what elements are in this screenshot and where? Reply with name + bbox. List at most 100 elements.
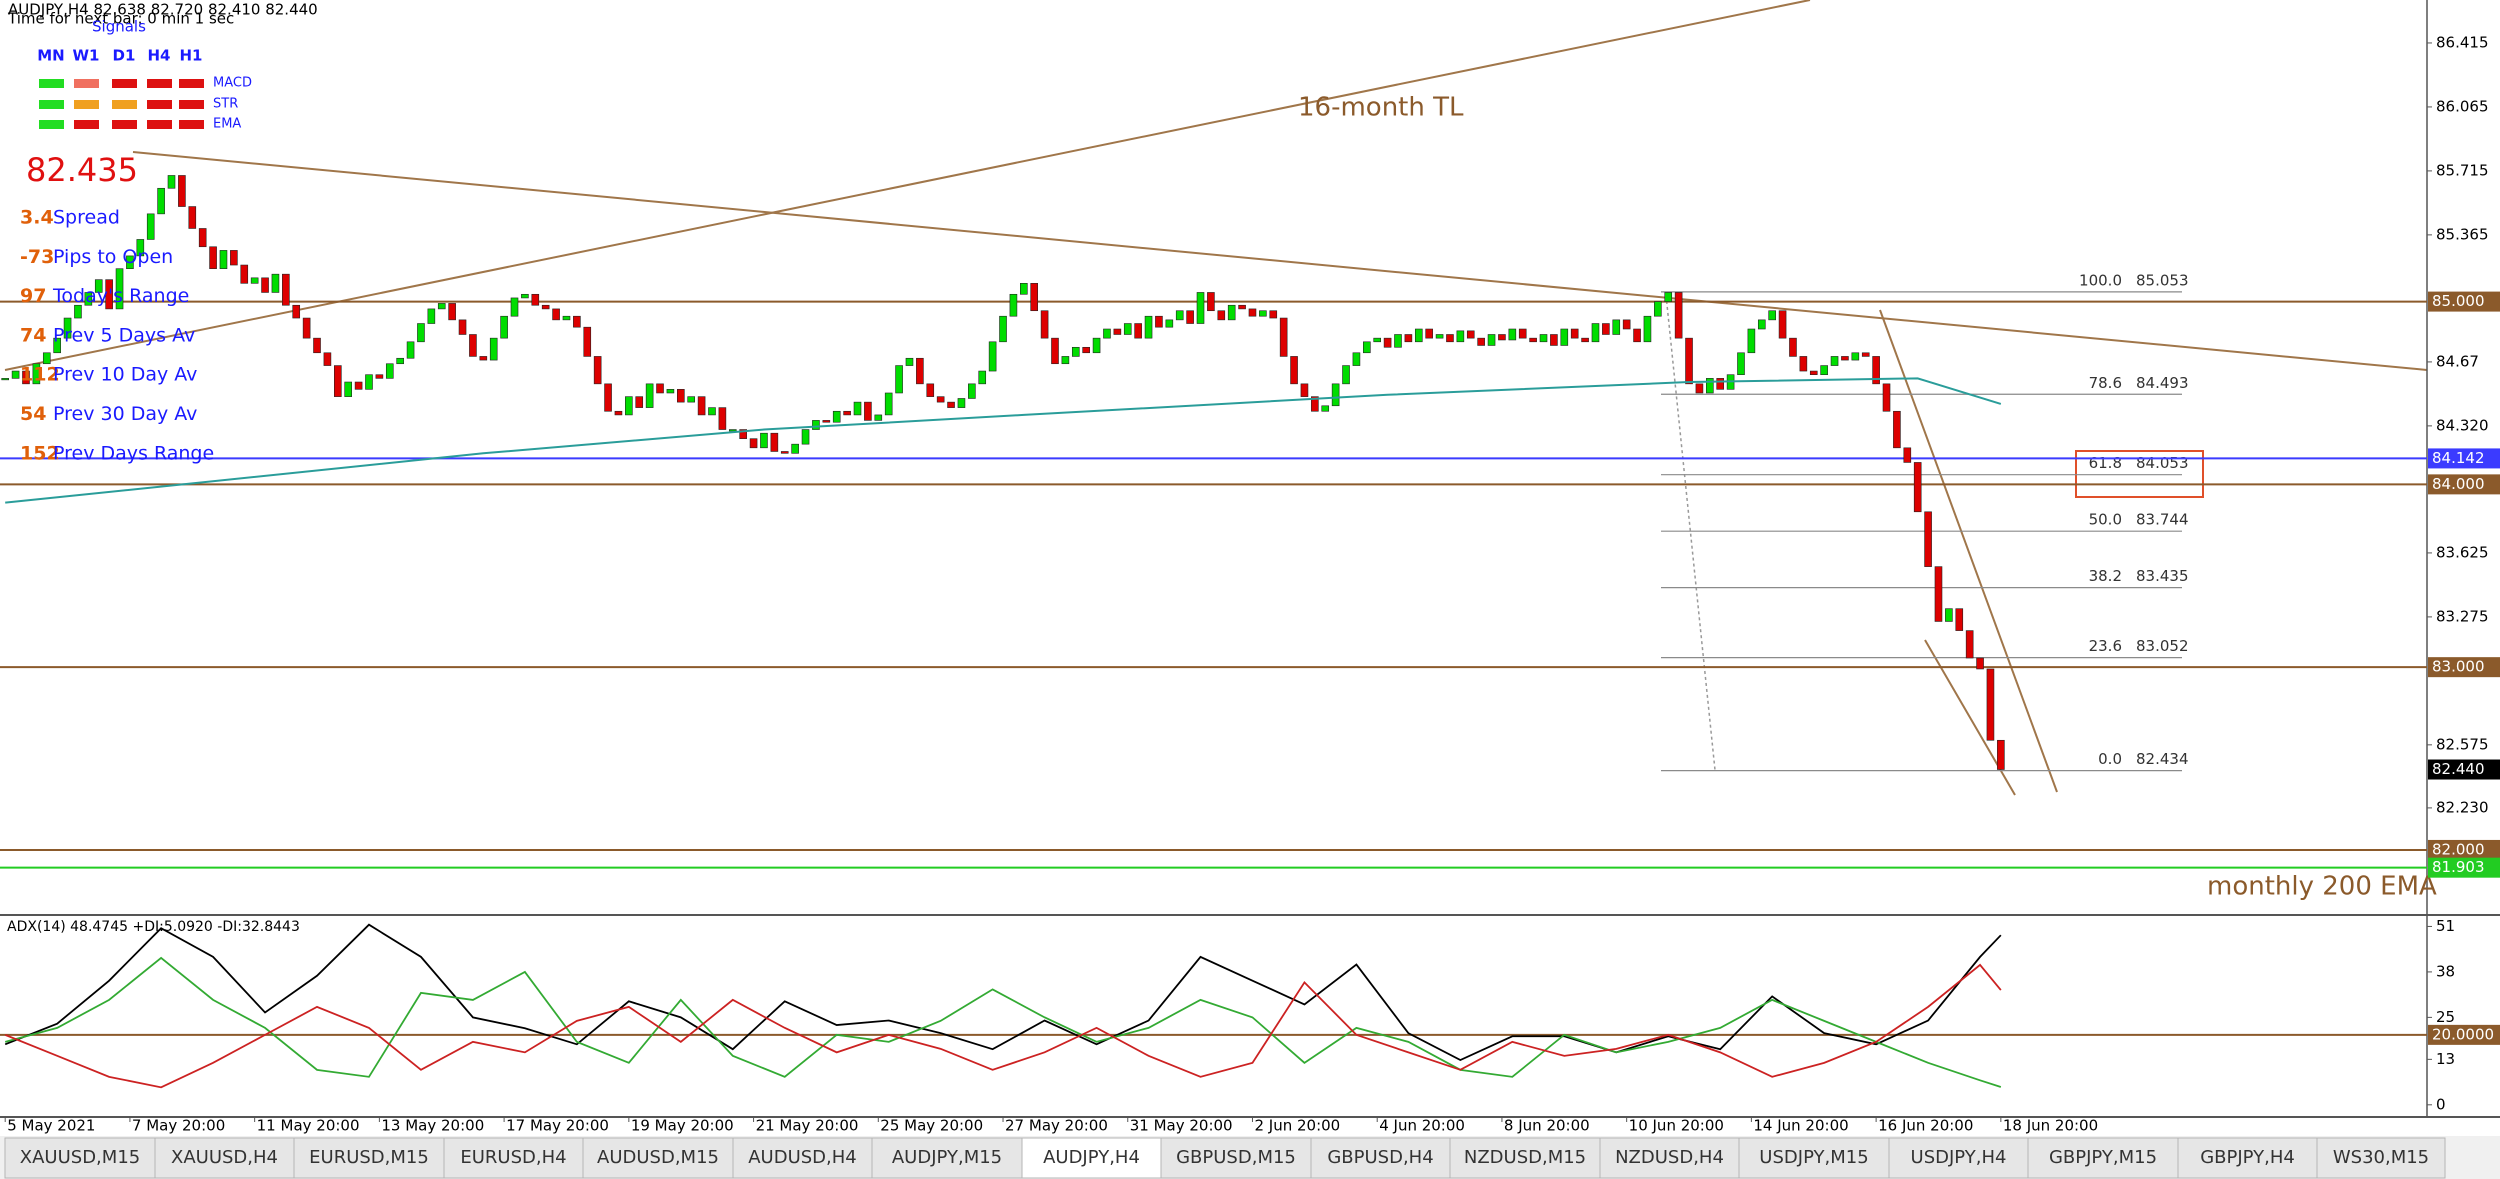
tab-label[interactable]: XAUUSD,M15 [20, 1147, 140, 1168]
candle [1768, 310, 1776, 321]
tab[interactable] [732, 1137, 873, 1179]
candle [1269, 310, 1278, 319]
candle [406, 341, 415, 359]
tab[interactable] [1310, 1137, 1451, 1179]
candle [1020, 283, 1028, 295]
tab[interactable] [2027, 1137, 2179, 1179]
candle [1778, 310, 1787, 339]
tab[interactable] [293, 1137, 445, 1179]
signal-cell [74, 120, 99, 129]
stat-value: -73 [20, 246, 54, 268]
x-tick-label: 5 May 2021 [7, 1117, 95, 1135]
stat-value: 112 [20, 364, 60, 386]
tab-label[interactable]: USDJPY,M15 [1759, 1147, 1868, 1168]
candle [593, 356, 602, 385]
candle [292, 304, 301, 319]
candle [1809, 370, 1818, 376]
annotation: monthly 200 EMA [2207, 872, 2437, 902]
tab[interactable] [2177, 1137, 2318, 1179]
candle [1633, 328, 1641, 343]
candle [895, 365, 903, 394]
candle [1404, 334, 1413, 343]
candle [302, 317, 311, 339]
candle [458, 319, 467, 335]
signal-cell [112, 120, 137, 129]
tab[interactable] [154, 1137, 295, 1179]
candle [760, 432, 768, 449]
candle [1706, 378, 1714, 394]
tab-label[interactable]: EURUSD,M15 [309, 1147, 429, 1168]
tab-label[interactable]: AUDUSD,M15 [597, 1147, 719, 1168]
candle [1352, 352, 1361, 366]
candle [1550, 334, 1558, 346]
stat-value: 3.4 [20, 207, 54, 229]
candle [728, 429, 737, 432]
fib-price: 83.744 [2136, 511, 2189, 529]
tab-label[interactable]: AUDJPY,H4 [1043, 1147, 1140, 1168]
candle [916, 357, 924, 385]
candle [1363, 341, 1371, 354]
candle [1425, 328, 1433, 339]
signal-cell [74, 79, 99, 88]
candle [645, 383, 654, 408]
fib-ratio: 38.2 [2089, 567, 2122, 585]
y-tick-label: 85.715 [2436, 161, 2489, 179]
x-tick-label: 18 Jun 20:00 [2003, 1117, 2098, 1135]
tab-label[interactable]: GBPUSD,M15 [1176, 1147, 1296, 1168]
tab[interactable] [4, 1137, 156, 1179]
tab-label[interactable]: GBPJPY,M15 [2049, 1147, 2157, 1168]
tab-label[interactable]: NZDUSD,M15 [1464, 1147, 1586, 1168]
candle [1175, 310, 1184, 321]
price-label: 20.0000 [2432, 1025, 2494, 1043]
tab[interactable] [2316, 1137, 2446, 1179]
candle [375, 374, 384, 379]
tab[interactable] [1160, 1137, 1312, 1179]
price-label-box [2428, 857, 2500, 878]
candle [1227, 304, 1236, 321]
tab[interactable] [443, 1137, 584, 1179]
candle [1446, 334, 1454, 343]
tab[interactable] [1599, 1137, 1740, 1179]
y-tick-label: 51 [2436, 917, 2455, 935]
tab-label[interactable]: WS30,M15 [2333, 1147, 2429, 1168]
tab-label[interactable]: GBPJPY,H4 [2200, 1147, 2295, 1168]
candle [1518, 328, 1527, 339]
x-tick-label: 13 May 20:00 [381, 1117, 484, 1135]
tab-label[interactable]: NZDUSD,H4 [1615, 1147, 1724, 1168]
signal-cell [147, 120, 172, 129]
tab-label[interactable]: AUDJPY,M15 [892, 1147, 1002, 1168]
tab[interactable] [1021, 1137, 1162, 1179]
stat-value: 54 [20, 403, 46, 425]
stat-label: Today's Range [52, 285, 189, 307]
candle [385, 363, 394, 379]
candle [625, 396, 633, 416]
fib-ratio: 23.6 [2089, 637, 2122, 655]
trend-line [132, 151, 2428, 371]
y-tick-label: 84.67 [2436, 352, 2479, 370]
price-label-box [2428, 759, 2500, 780]
signal-name: EMA [213, 117, 241, 132]
candle [261, 277, 269, 293]
candle [1186, 310, 1194, 324]
candle [635, 396, 644, 408]
tab-label[interactable]: EURUSD,H4 [460, 1147, 566, 1168]
candle [978, 370, 987, 385]
x-tick-label: 25 May 20:00 [880, 1117, 983, 1135]
candle [396, 357, 404, 365]
candle [1986, 668, 1995, 741]
tab-label[interactable]: AUDUSD,H4 [748, 1147, 857, 1168]
price-label: 84.142 [2432, 449, 2485, 467]
tab-label[interactable]: GBPUSD,H4 [1327, 1147, 1433, 1168]
bar-timer: Time for next bar: 0 min 1 sec [7, 10, 234, 28]
candle [666, 389, 675, 394]
tab-label[interactable]: USDJPY,H4 [1911, 1147, 2007, 1168]
candle [1040, 310, 1049, 339]
tab[interactable] [1738, 1137, 1890, 1179]
tab-label[interactable]: XAUUSD,H4 [171, 1147, 278, 1168]
candle [1466, 330, 1475, 339]
x-tick-label: 27 May 20:00 [1005, 1117, 1108, 1135]
chart-header: AUDJPY,H4 82.638 82.720 82.410 82.440 [8, 1, 318, 19]
candle [313, 337, 321, 354]
candle [864, 401, 872, 421]
candle [1820, 365, 1828, 376]
